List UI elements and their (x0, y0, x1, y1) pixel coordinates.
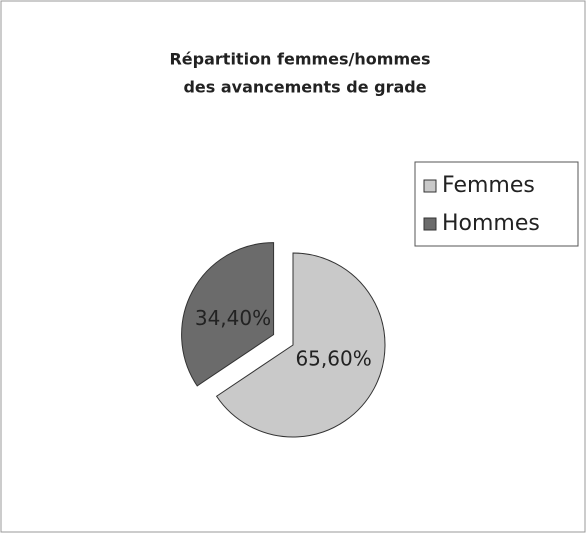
pie-slice (215, 252, 386, 438)
pie-slice (181, 242, 275, 387)
chart-title: des avancements de grade (183, 78, 426, 97)
legend-label: Femmes (442, 173, 535, 198)
chart-title: Répartition femmes/hommes (169, 50, 430, 69)
value-label: 65,60% (295, 347, 371, 371)
legend-swatch (423, 217, 437, 231)
legend (414, 161, 579, 247)
legend-swatch (423, 179, 437, 193)
value-label: 34,40% (195, 306, 271, 330)
legend-label: Hommes (442, 211, 540, 236)
